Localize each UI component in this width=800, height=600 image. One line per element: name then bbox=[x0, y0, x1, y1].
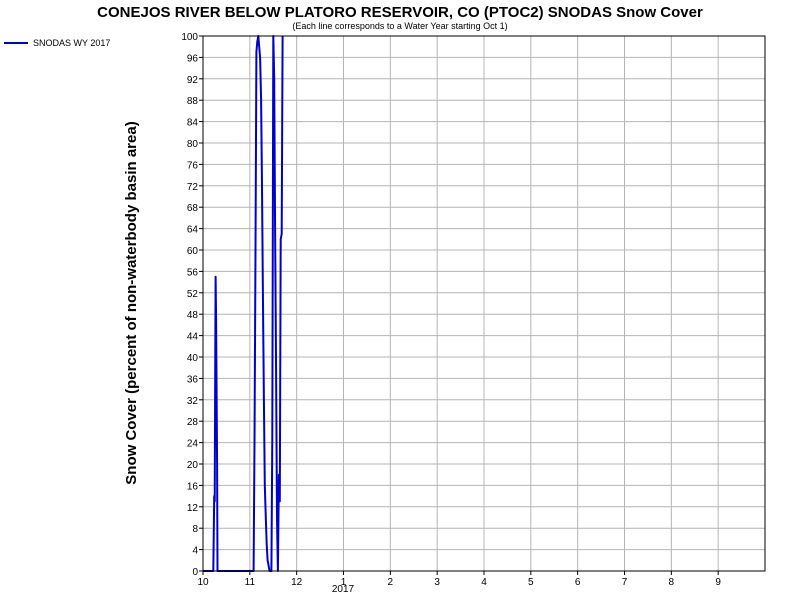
y-tick-label: 88 bbox=[187, 96, 199, 107]
y-tick-label: 44 bbox=[187, 332, 199, 343]
y-tick-label: 92 bbox=[187, 75, 199, 86]
y-tick-label: 16 bbox=[187, 481, 199, 492]
x-tick-label: 10 bbox=[197, 577, 209, 588]
y-tick-label: 84 bbox=[187, 118, 199, 129]
plot-area-frame bbox=[202, 35, 766, 572]
chart-subtitle: (Each line corresponds to a Water Year s… bbox=[292, 21, 507, 31]
x-tick-label: 6 bbox=[575, 577, 581, 588]
grid bbox=[203, 35, 765, 572]
x-tick-label: 1 bbox=[341, 577, 347, 588]
x-tick-label: 3 bbox=[434, 577, 440, 588]
y-tick-label: 40 bbox=[187, 353, 199, 364]
y-tick-label: 24 bbox=[187, 439, 199, 450]
y-tick-label: 4 bbox=[192, 546, 198, 557]
y-tick-label: 56 bbox=[187, 267, 199, 278]
y-tick-label: 28 bbox=[187, 417, 199, 428]
chart-title: CONEJOS RIVER BELOW PLATORO RESERVOIR, C… bbox=[97, 4, 703, 21]
x-tick-label: 5 bbox=[528, 577, 534, 588]
x-tick-label: 8 bbox=[669, 577, 675, 588]
x-axis-year-label: 2017 bbox=[332, 584, 355, 595]
y-tick-label: 8 bbox=[192, 524, 198, 535]
x-tick-label: 9 bbox=[715, 577, 721, 588]
series-layer bbox=[203, 35, 284, 572]
legend: SNODAS WY 2017 bbox=[4, 38, 110, 48]
y-tick-label: 20 bbox=[187, 460, 199, 471]
y-axis-ticks: 0481216202428323640444852566064687276808… bbox=[181, 32, 203, 578]
x-axis-ticks: 10 11 12 1 2 3 4 5 6 7 8 9 bbox=[197, 571, 721, 588]
y-tick-label: 12 bbox=[187, 503, 199, 514]
y-tick-label: 68 bbox=[187, 203, 199, 214]
x-tick-label: 11 bbox=[245, 577, 256, 588]
series-line-0 bbox=[203, 35, 284, 572]
y-tick-label: 76 bbox=[187, 160, 199, 171]
x-tick-label: 4 bbox=[481, 577, 487, 588]
y-tick-label: 100 bbox=[181, 32, 198, 43]
y-tick-label: 96 bbox=[187, 53, 199, 64]
y-tick-label: 0 bbox=[192, 567, 198, 578]
y-tick-label: 72 bbox=[187, 182, 199, 193]
y-tick-label: 36 bbox=[187, 374, 199, 385]
legend-label-wy2017: SNODAS WY 2017 bbox=[33, 38, 110, 48]
x-tick-label: 12 bbox=[291, 577, 303, 588]
x-tick-label: 7 bbox=[622, 577, 628, 588]
y-tick-label: 32 bbox=[187, 396, 199, 407]
y-tick-label: 80 bbox=[187, 139, 199, 150]
y-axis-label: Snow Cover (percent of non-waterbody bas… bbox=[123, 121, 140, 484]
y-tick-label: 60 bbox=[187, 246, 199, 257]
y-tick-label: 64 bbox=[187, 225, 199, 236]
y-tick-label: 48 bbox=[187, 310, 199, 321]
y-tick-label: 52 bbox=[187, 289, 199, 300]
x-tick-label: 2 bbox=[388, 577, 394, 588]
